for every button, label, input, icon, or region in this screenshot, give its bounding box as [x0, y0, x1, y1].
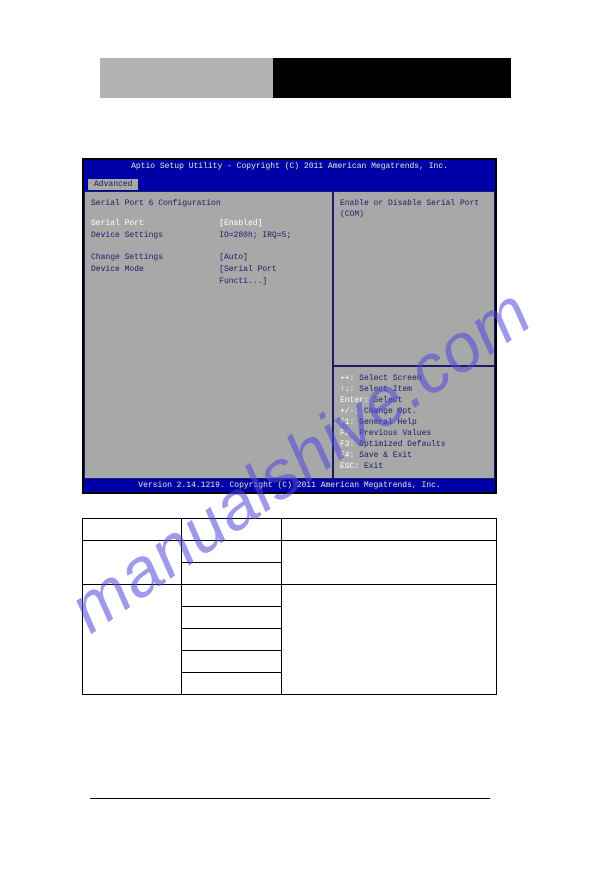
setting-row[interactable]: Device Mode [Serial Port Functi...] [91, 264, 326, 288]
key-hint: +/-: Change Opt. [340, 406, 488, 417]
bios-help-text: Enable or Disable Serial Port (COM) [340, 198, 488, 220]
setting-value: IO=280h; IRQ=5; [219, 230, 326, 242]
table-cell [182, 563, 281, 585]
table-cell [83, 585, 182, 695]
table-cell [281, 585, 496, 695]
key-hint: ↑↓: Select Item [340, 384, 488, 395]
bios-tab-row: Advanced [84, 173, 495, 191]
setting-row[interactable]: Serial Port [Enabled] [91, 218, 326, 230]
setting-label: Change Settings [91, 252, 219, 264]
key-hint: F4: Save & Exit [340, 450, 488, 461]
page-divider [90, 798, 490, 799]
key-hint: ++: Select Screen [340, 373, 488, 384]
doc-header-right [273, 58, 511, 98]
bios-help-panel: Enable or Disable Serial Port (COM) [333, 191, 495, 366]
table-cell [281, 541, 496, 585]
bios-title: Aptio Setup Utility - Copyright (C) 2011… [84, 160, 495, 173]
table-cell [83, 519, 182, 541]
bios-keys-panel: ++: Select Screen ↑↓: Select Item Enter:… [333, 366, 495, 479]
table-cell [182, 607, 281, 629]
key-hint: ESC: Exit [340, 461, 488, 472]
table-cell [182, 585, 281, 607]
setting-value: [Enabled] [219, 218, 326, 230]
table-row [83, 585, 497, 607]
table-cell [182, 651, 281, 673]
bios-right-panel: Enable or Disable Serial Port (COM) ++: … [333, 191, 495, 479]
table-row [83, 519, 497, 541]
bios-body: Serial Port 6 Configuration Serial Port … [84, 191, 495, 479]
tab-advanced[interactable]: Advanced [88, 179, 138, 190]
table-cell [182, 541, 281, 563]
setting-value: [Serial Port Functi...] [219, 264, 326, 288]
bios-footer: Version 2.14.1219. Copyright (C) 2011 Am… [84, 479, 495, 492]
setting-label: Device Mode [91, 264, 219, 288]
setting-row[interactable]: Change Settings [Auto] [91, 252, 326, 264]
table-row [83, 541, 497, 563]
key-hint: F1: General Help [340, 417, 488, 428]
section-title-text: Serial Port 6 Configuration [91, 198, 326, 210]
info-table [82, 518, 497, 695]
section-title: Serial Port 6 Configuration [91, 198, 326, 210]
doc-header-left [100, 58, 273, 98]
bios-left-panel: Serial Port 6 Configuration Serial Port … [84, 191, 333, 479]
key-hint: F3: Optimized Defaults [340, 439, 488, 450]
table-cell [83, 541, 182, 585]
table-cell [182, 673, 281, 695]
table-cell [182, 519, 281, 541]
table-cell [281, 519, 496, 541]
setting-value: [Auto] [219, 252, 326, 264]
key-hint: F2: Previous Values [340, 428, 488, 439]
key-hint: Enter: Select [340, 395, 488, 406]
bios-window: Aptio Setup Utility - Copyright (C) 2011… [82, 158, 497, 494]
setting-label: Device Settings [91, 230, 219, 242]
table-cell [182, 629, 281, 651]
doc-header [100, 58, 511, 98]
setting-row[interactable]: Device Settings IO=280h; IRQ=5; [91, 230, 326, 242]
setting-label: Serial Port [91, 218, 219, 230]
